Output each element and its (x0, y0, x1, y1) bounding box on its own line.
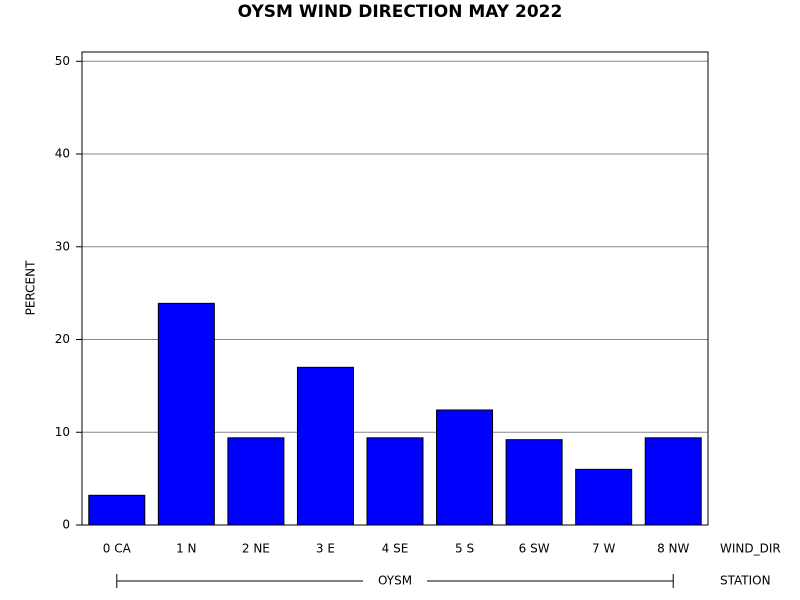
y-tick-label: 40 (55, 147, 70, 161)
bar (644, 437, 702, 526)
bar (227, 437, 285, 526)
y-tick-label: 50 (55, 54, 70, 68)
group-axis-label: STATION (720, 574, 771, 588)
y-tick-label: 30 (55, 239, 70, 253)
y-axis-label: PERCENT (24, 260, 38, 315)
x-tick-label: 1 N (176, 542, 196, 556)
bar (88, 494, 146, 526)
x-tick-label: 0 CA (103, 542, 132, 556)
chart-title: OYSM WIND DIRECTION MAY 2022 (238, 2, 563, 22)
x-tick-label: 2 NE (242, 542, 270, 556)
x-tick-label: 7 W (592, 542, 615, 556)
bar (296, 366, 354, 526)
y-tick-label: 0 (62, 518, 70, 532)
plot-frame (81, 51, 709, 526)
group-label: OYSM (378, 574, 412, 588)
bar (366, 437, 424, 526)
y-tick-label: 10 (55, 425, 70, 439)
bar (436, 409, 494, 526)
bar (575, 468, 633, 526)
x-axis-label: WIND_DIR (720, 542, 781, 556)
x-tick-label: 5 S (455, 542, 474, 556)
x-tick-label: 4 SE (382, 542, 409, 556)
x-tick-label: 8 NW (657, 542, 689, 556)
x-tick-label: 6 SW (519, 542, 550, 556)
y-tick-label: 20 (55, 332, 70, 346)
bar (157, 302, 215, 526)
bar (505, 439, 563, 526)
x-tick-label: 3 E (316, 542, 335, 556)
